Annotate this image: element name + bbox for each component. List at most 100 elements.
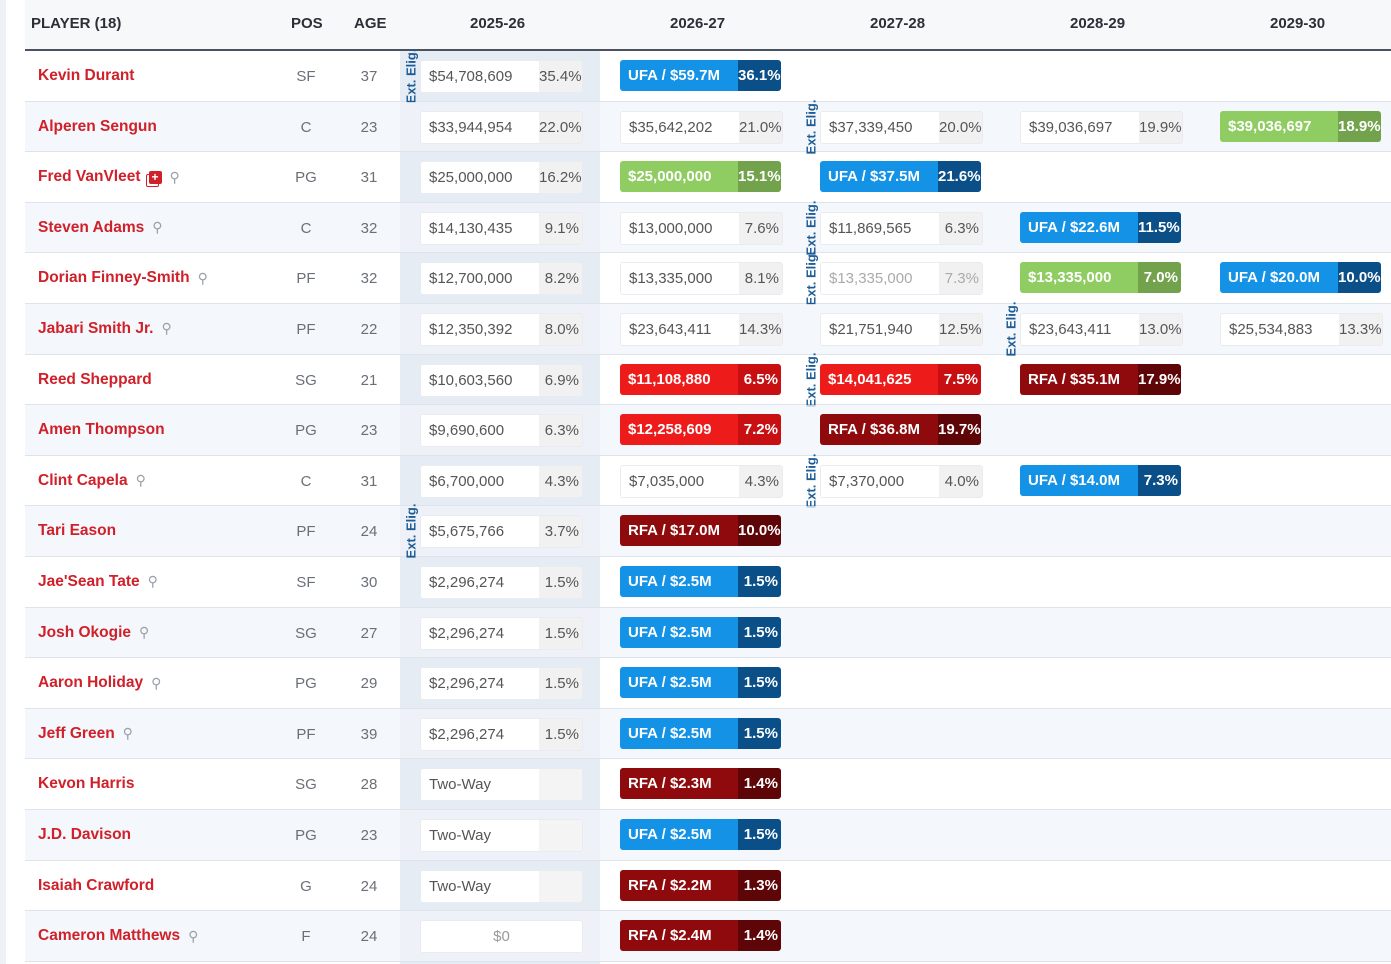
- salary-cell[interactable]: UFA / $37.5M 21.6%: [820, 161, 981, 193]
- header-age[interactable]: AGE: [354, 15, 387, 32]
- salary-cell[interactable]: $13,000,000 7.6%: [620, 211, 783, 245]
- salary-cell[interactable]: $25,000,000 16.2%: [420, 161, 583, 195]
- salary-cell[interactable]: $14,130,435 9.1%: [420, 211, 583, 245]
- salary-cell[interactable]: $7,035,000 4.3%: [620, 464, 783, 498]
- salary-cell[interactable]: $12,700,000 8.2%: [420, 262, 583, 296]
- salary-cell[interactable]: RFA / $2.2M 1.3%: [620, 869, 781, 901]
- table-row: Josh Okogie ⚲ SG 27 $2,296,274 1.5% UFA / $2.5…: [25, 607, 1391, 659]
- salary-cell[interactable]: UFA / $59.7M 36.1%: [620, 60, 781, 91]
- age: 23: [360, 826, 378, 844]
- table-row: Aaron Holiday ⚲ PG 29 $2,296,274 1.5% UFA / $2…: [25, 658, 1391, 709]
- age: 31: [360, 169, 378, 187]
- salary-cell[interactable]: $11,108,880 6.5%: [620, 363, 781, 395]
- salary-cell[interactable]: $2,296,274 1.5%: [420, 616, 583, 650]
- player-name-link[interactable]: Fred VanVleet: [38, 168, 141, 186]
- player-name-link[interactable]: Jabari Smith Jr.: [38, 319, 154, 337]
- salary-cell[interactable]: $54,708,609 35.4%: [420, 60, 583, 93]
- player-name-link[interactable]: Alperen Sengun: [38, 117, 157, 135]
- header-season-2027-28[interactable]: 2027-28: [870, 15, 926, 32]
- salary-cell[interactable]: $12,258,609 7.2%: [620, 414, 781, 446]
- location-lock-icon[interactable]: ⚲: [152, 219, 163, 236]
- salary-cell[interactable]: UFA / $14.0M 7.3%: [1020, 464, 1181, 496]
- table-row: J.D. Davison PG 23 Two-Way UFA / $2.5M 1.5%: [25, 809, 1391, 861]
- salary-cell[interactable]: UFA / $2.5M 1.5%: [620, 616, 781, 648]
- salary-cell[interactable]: RFA / $17.0M 10.0%: [620, 515, 781, 547]
- salary-cell[interactable]: $13,335,000 7.0%: [1020, 262, 1181, 294]
- player-name-link[interactable]: Cameron Matthews: [38, 927, 181, 945]
- salary-cell[interactable]: $5,675,766 3.7%: [420, 515, 583, 549]
- salary-cell[interactable]: $12,350,392 8.0%: [420, 312, 583, 346]
- salary-cell[interactable]: $13,335,000 8.1%: [620, 262, 783, 296]
- header-season-2029-30[interactable]: 2029-30: [1270, 15, 1326, 32]
- salary-cell[interactable]: $37,339,450 20.0%: [820, 110, 983, 144]
- player-name-link[interactable]: Isaiah Crawford: [38, 876, 155, 894]
- salary-cell[interactable]: $35,642,202 21.0%: [620, 110, 783, 144]
- location-lock-icon[interactable]: ⚲: [122, 725, 133, 742]
- salary-cell[interactable]: $10,603,560 6.9%: [420, 363, 583, 397]
- player-name-link[interactable]: Aaron Holiday: [38, 674, 144, 692]
- player-name-link[interactable]: Jeff Green: [38, 724, 115, 742]
- salary-cell[interactable]: $13,335,000 7.3%: [820, 262, 983, 296]
- location-lock-icon[interactable]: ⚲: [147, 573, 158, 590]
- location-lock-icon[interactable]: ⚲: [135, 472, 146, 489]
- player-name-link[interactable]: Kevin Durant: [38, 67, 135, 84]
- player-name-link[interactable]: Jae'Sean Tate: [38, 572, 140, 590]
- location-lock-icon[interactable]: ⚲: [161, 320, 172, 337]
- player-name-link[interactable]: Kevon Harris: [38, 775, 135, 793]
- salary-cell[interactable]: UFA / $2.5M 1.5%: [620, 667, 781, 699]
- salary-cell[interactable]: $2,296,274 1.5%: [420, 667, 583, 701]
- salary-cell[interactable]: UFA / $2.5M 1.5%: [620, 818, 781, 850]
- salary-cell[interactable]: $2,296,274 1.5%: [420, 565, 583, 599]
- salary-cell[interactable]: $25,534,883 13.3%: [1220, 312, 1383, 346]
- header-season-2026-27[interactable]: 2026-27: [670, 15, 726, 32]
- salary-cell[interactable]: $21,751,940 12.5%: [820, 312, 983, 346]
- player-name-link[interactable]: Tari Eason: [38, 522, 117, 540]
- salary-cell[interactable]: Two-Way: [420, 818, 583, 852]
- salary-cell[interactable]: $14,041,625 7.5%: [820, 363, 981, 395]
- salary-cell[interactable]: $9,690,600 6.3%: [420, 414, 583, 448]
- player-name-link[interactable]: Steven Adams: [38, 218, 145, 236]
- medical-icon[interactable]: +: [148, 170, 162, 184]
- salary-cell[interactable]: $39,036,697 18.9%: [1220, 110, 1381, 142]
- location-lock-icon[interactable]: ⚲: [151, 674, 162, 691]
- salary-value: $13,000,000: [621, 212, 739, 244]
- salary-value: $0: [493, 928, 510, 946]
- header-player[interactable]: PLAYER (18): [31, 15, 122, 32]
- salary-cell[interactable]: Two-Way: [420, 768, 583, 802]
- salary-value: $13,335,000: [621, 263, 739, 295]
- player-name-link[interactable]: Reed Sheppard: [38, 370, 152, 388]
- salary-cell[interactable]: $39,036,697 19.9%: [1020, 110, 1183, 144]
- salary-cell[interactable]: $0: [420, 920, 583, 954]
- location-lock-icon[interactable]: ⚲: [139, 624, 150, 641]
- salary-cell[interactable]: Two-Way: [420, 869, 583, 903]
- header-pos[interactable]: POS: [291, 15, 323, 32]
- salary-cell[interactable]: UFA / $22.6M 11.5%: [1020, 211, 1181, 243]
- location-lock-icon[interactable]: ⚲: [188, 927, 199, 944]
- salary-cell[interactable]: RFA / $2.3M 1.4%: [620, 768, 781, 800]
- header-season-2028-29[interactable]: 2028-29: [1070, 15, 1126, 32]
- salary-cell[interactable]: RFA / $2.4M 1.4%: [620, 920, 781, 952]
- salary-cell[interactable]: UFA / $2.5M 1.5%: [620, 565, 781, 597]
- salary-cell[interactable]: RFA / $36.8M 19.7%: [820, 414, 981, 446]
- player-name-link[interactable]: Clint Capela: [38, 471, 128, 489]
- player-name-link[interactable]: Dorian Finney-Smith: [38, 269, 190, 287]
- salary-cell[interactable]: $23,643,411 13.0%: [1020, 312, 1183, 346]
- cap-percent: 1.5%: [738, 616, 781, 648]
- location-lock-icon[interactable]: ⚲: [197, 269, 208, 286]
- salary-cell[interactable]: $6,700,000 4.3%: [420, 464, 583, 498]
- salary-cell[interactable]: UFA / $20.0M 10.0%: [1220, 262, 1381, 294]
- salary-cell[interactable]: $33,944,954 22.0%: [420, 110, 583, 144]
- player-name-link[interactable]: J.D. Davison: [38, 825, 132, 843]
- location-lock-icon[interactable]: ⚲: [169, 168, 180, 185]
- salary-cell[interactable]: $25,000,000 15.1%: [620, 161, 781, 193]
- salary-cell[interactable]: RFA / $35.1M 17.9%: [1020, 363, 1181, 395]
- salary-cell[interactable]: $2,296,274 1.5%: [420, 717, 583, 751]
- salary-cell[interactable]: $7,370,000 4.0%: [820, 464, 983, 498]
- header-season-2025-26[interactable]: 2025-26: [470, 15, 526, 32]
- salary-value: $13,335,000: [1020, 262, 1138, 294]
- salary-cell[interactable]: UFA / $2.5M 1.5%: [620, 717, 781, 749]
- salary-cell[interactable]: $23,643,411 14.3%: [620, 312, 783, 346]
- player-name-link[interactable]: Amen Thompson: [38, 421, 165, 439]
- salary-cell[interactable]: $11,869,565 6.3%: [820, 211, 983, 245]
- player-name-link[interactable]: Josh Okogie: [38, 623, 132, 641]
